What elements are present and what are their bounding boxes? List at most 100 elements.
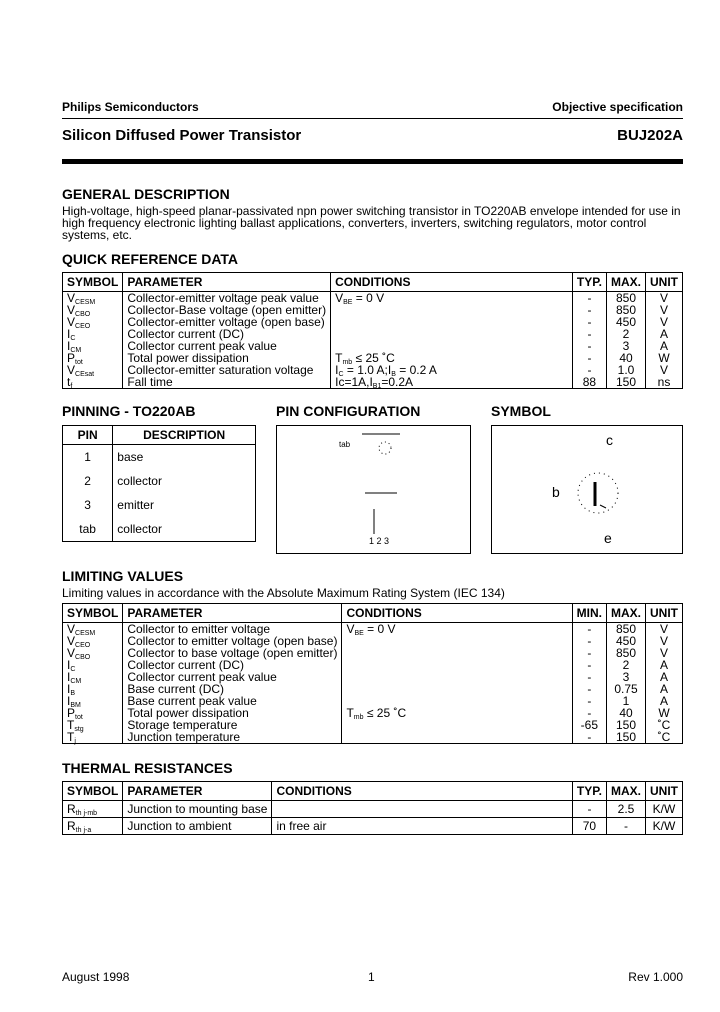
typ-cell: - xyxy=(571,340,608,352)
parameter-cell: Junction to mounting base xyxy=(122,800,273,818)
conditions-cell: Tmb ≤ 25 ˚C xyxy=(341,707,573,721)
emitter-label: e xyxy=(604,530,612,546)
symbol-cell: Tstg xyxy=(61,719,124,733)
min-cell: - xyxy=(571,635,608,647)
parameter-cell: Base current peak value xyxy=(122,695,343,707)
thermal-resistances-table: SYMBOL PARAMETER CONDITIONS TYP. MAX. UNIT Rth… xyxy=(61,781,683,835)
parameter-cell: Collector current peak value xyxy=(122,340,332,352)
typ-cell: 70 xyxy=(571,817,608,835)
conditions-cell: in free air xyxy=(271,817,573,835)
conditions-cell xyxy=(341,647,573,659)
symbol-cell: VCBO xyxy=(61,304,124,318)
unit-cell: A xyxy=(645,659,683,671)
min-cell: - xyxy=(571,731,608,744)
column-header: CONDITIONS xyxy=(271,781,573,801)
conditions-cell xyxy=(341,635,573,647)
min-cell: - xyxy=(571,707,608,719)
quick-reference-heading: QUICK REFERENCE DATA xyxy=(62,251,239,267)
symbol-block: SYMBOL c b e xyxy=(491,403,683,554)
table-row: IC Collector current (DC) -2 A xyxy=(61,328,683,342)
min-cell: - xyxy=(571,671,608,683)
parameter-cell: Storage temperature xyxy=(122,719,343,731)
parameter-cell: Fall time xyxy=(122,376,332,389)
collector-label: c xyxy=(606,432,613,448)
conditions-cell: Ic=1A,IB1=0.2A xyxy=(330,376,573,390)
unit-cell: A xyxy=(645,340,683,352)
pinning-section: PINNING - TO220AB PIN DESCRIPTION 1 base 2 co… xyxy=(61,403,683,554)
pin-number-cell: 3 xyxy=(61,493,114,517)
pin-description-cell: collector xyxy=(112,517,256,542)
pinning-heading: PINNING - TO220AB xyxy=(62,403,196,419)
table-row: IBM Base current peak value -1 A xyxy=(61,695,683,709)
pin-number-cell: tab xyxy=(61,517,114,542)
pinning-block: PINNING - TO220AB PIN DESCRIPTION 1 base 2 co… xyxy=(61,403,256,554)
pin-configuration-diagram: tab 1 2 3 xyxy=(276,425,471,554)
symbol-cell: Rth j-a xyxy=(61,817,124,835)
unit-cell: K/W xyxy=(645,817,683,835)
parameter-cell: Junction to ambient xyxy=(122,817,273,835)
typ-cell: - xyxy=(571,352,608,364)
symbol-cell: VCESM xyxy=(61,622,124,637)
page-content: Philips Semiconductors Objective specifi… xyxy=(61,100,683,835)
table-row: Tstg Storage temperature -65 150 ˚C xyxy=(61,719,683,733)
table-row: VCBO Collector-Base voltage (open emitter… xyxy=(61,304,683,318)
column-header: MAX. xyxy=(606,272,646,292)
table-row: VCEO Collector to emitter voltage (open b… xyxy=(61,635,683,649)
table-row: Ptot Total power dissipation Tmb ≤ 25 ˚C -4… xyxy=(61,352,683,366)
max-cell: 450 xyxy=(606,635,646,647)
tab-label: tab xyxy=(339,440,351,449)
column-header: MIN. xyxy=(571,603,608,623)
typ-cell: - xyxy=(571,800,608,818)
thermal-resistances-heading: THERMAL RESISTANCES xyxy=(62,760,233,776)
pin-number-cell: 1 xyxy=(61,444,114,469)
pin-description-cell: collector xyxy=(112,469,256,493)
table-row: Rth j-mb Junction to mounting base -2.5 K/W xyxy=(61,800,683,818)
limiting-values-heading: LIMITING VALUES xyxy=(62,568,184,584)
column-header: TYP. xyxy=(571,272,608,292)
unit-cell: V xyxy=(645,364,683,376)
parameter-cell: Collector-emitter voltage (open base) xyxy=(122,316,332,328)
typ-cell: - xyxy=(571,364,608,376)
symbol-cell: Ptot xyxy=(61,707,124,721)
typ-cell: - xyxy=(571,316,608,328)
conditions-cell xyxy=(341,683,573,695)
typ-cell: - xyxy=(571,291,608,304)
unit-cell: ˚C xyxy=(645,719,683,731)
column-header: SYMBOL xyxy=(61,781,124,801)
unit-cell: V xyxy=(645,635,683,647)
max-cell: 1.0 xyxy=(606,364,646,376)
table-row: tab collector xyxy=(61,517,256,542)
unit-cell: ˚C xyxy=(645,731,683,744)
document-type: Objective specification xyxy=(552,100,683,114)
conditions-cell xyxy=(330,316,573,328)
table-row: tf Fall time Ic=1A,IB1=0.2A 88 150 ns xyxy=(61,376,683,390)
symbol-cell: VCEO xyxy=(61,635,124,649)
symbol-cell: Rth j-mb xyxy=(61,800,124,818)
conditions-cell xyxy=(341,671,573,683)
parameter-cell: Collector current (DC) xyxy=(122,328,332,340)
table-row: 1 base xyxy=(61,444,256,469)
column-header: PARAMETER xyxy=(122,272,332,292)
unit-cell: A xyxy=(645,683,683,695)
page-header: Philips Semiconductors Objective specifi… xyxy=(62,100,683,115)
column-header: CONDITIONS xyxy=(330,272,573,292)
pin-description-cell: emitter xyxy=(112,493,256,517)
symbol-heading: SYMBOL xyxy=(491,403,551,419)
conditions-cell: Tmb ≤ 25 ˚C xyxy=(330,352,573,366)
column-header: PARAMETER xyxy=(122,603,343,623)
unit-cell: K/W xyxy=(645,800,683,818)
min-cell: -65 xyxy=(571,719,608,731)
symbol-cell: VCESM xyxy=(61,291,124,306)
to220ab-outline-icon xyxy=(362,433,400,534)
column-header: UNIT xyxy=(645,603,683,623)
table-row: VCEsat Collector-emitter saturation volta… xyxy=(61,364,683,378)
footer-date: August 1998 xyxy=(62,970,130,984)
parameter-cell: Collector-emitter saturation voltage xyxy=(122,364,332,376)
column-header: UNIT xyxy=(645,272,683,292)
conditions-cell xyxy=(330,304,573,316)
parameter-cell: Collector to emitter voltage (open base) xyxy=(122,635,343,647)
pin-number-cell: 2 xyxy=(61,469,114,493)
conditions-cell: VBE = 0 V xyxy=(341,622,573,637)
column-header: SYMBOL xyxy=(61,603,124,623)
conditions-cell xyxy=(341,719,573,731)
